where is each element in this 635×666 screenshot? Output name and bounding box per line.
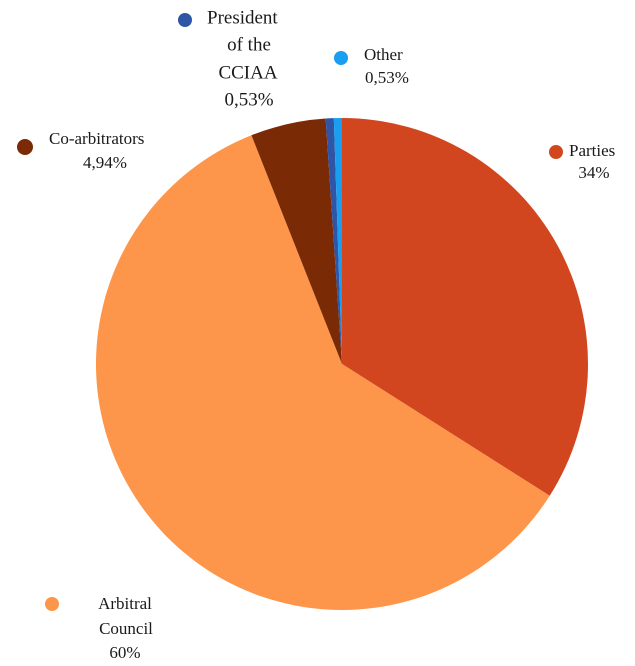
label-president-value: 0,53% [224, 89, 273, 110]
label-arbitral-value: 60% [109, 643, 140, 662]
pie-slice-other [333, 118, 342, 364]
legend-marker-other [334, 51, 348, 65]
pie-slice-arbitral-council [95, 135, 550, 610]
pie-slice-president-of-the-cciaa [325, 118, 342, 364]
label-arbitral-name-2: Council [99, 619, 153, 638]
legend-marker-president [178, 13, 192, 27]
pie-slice-parties [342, 118, 588, 496]
label-president-3: CCIAA [218, 62, 277, 83]
legend-marker-co-arbitrators [17, 139, 33, 155]
label-parties-value: 34% [578, 163, 609, 182]
label-coarb-name: Co-arbitrators [49, 129, 144, 148]
legend-marker-arbitral-council [45, 597, 59, 611]
label-other-value: 0,53% [365, 68, 409, 87]
label-other: Other 0,53% [334, 45, 409, 87]
label-arbitral-name-1: Arbitral [98, 594, 152, 613]
label-president-1: President [207, 7, 278, 28]
pie-slice-co-arbitrators [251, 118, 342, 364]
label-president: President of the CCIAA 0,53% [178, 7, 278, 110]
pie-slices [95, 118, 588, 610]
label-parties-name: Parties [569, 141, 615, 160]
legend-marker-parties [549, 145, 563, 159]
label-co-arbitrators: Co-arbitrators 4,94% [17, 129, 144, 172]
label-president-2: of the [227, 34, 271, 55]
label-other-name: Other [364, 45, 403, 64]
label-coarb-value: 4,94% [83, 153, 127, 172]
label-arbitral-council: Arbitral Council 60% [45, 594, 153, 662]
label-parties: Parties 34% [549, 141, 615, 182]
